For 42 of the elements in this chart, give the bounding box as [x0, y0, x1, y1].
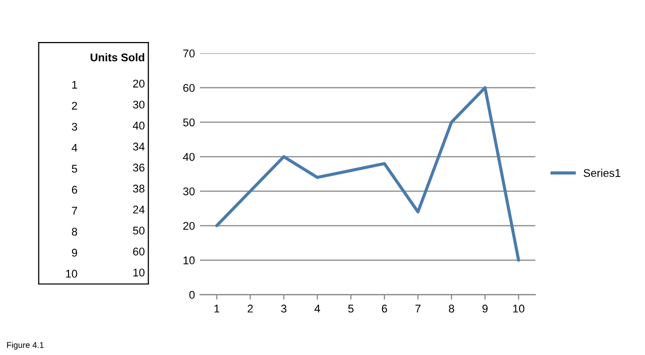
x-tick-label: 7	[415, 304, 420, 312]
caption: Figure 4.1	[7, 342, 44, 350]
y-tick-label: 20	[183, 222, 195, 230]
x-tick-label: 10	[513, 304, 524, 313]
y-tick-label: 5	[72, 164, 78, 173]
line-series	[215, 86, 520, 262]
x-tick-label: 9	[482, 304, 488, 313]
data-label: 20	[133, 80, 144, 88]
y-tick-label: 9	[72, 248, 78, 257]
data-label: 30	[132, 100, 144, 109]
y-tick-label: 10	[184, 256, 195, 264]
y-tick-label: 60	[183, 84, 195, 92]
y-tick-label: 70	[183, 50, 195, 58]
data-label: 60	[133, 248, 144, 256]
y-tick-label: 3	[72, 122, 78, 131]
y-tick-label: 40	[182, 152, 195, 161]
y-tick-label: 6	[72, 186, 78, 194]
y-tick-label: 2	[72, 102, 78, 110]
data-label: 50	[133, 226, 144, 235]
y-tick-label: 0	[189, 290, 195, 299]
y-tick-label: 1	[72, 80, 78, 89]
data-label: 34	[132, 142, 145, 151]
x-tick-label: 4	[314, 304, 320, 312]
x-tick-label: 3	[281, 304, 286, 313]
data-label: 40	[132, 122, 144, 130]
legend-label: Series1	[584, 168, 620, 177]
x-tick-label: 2	[248, 304, 253, 312]
x-tick-label: 5	[348, 304, 354, 313]
x-tick-label: 8	[448, 304, 454, 313]
data-label: 38	[132, 184, 144, 193]
y-tick-label: 4	[72, 144, 78, 152]
data-label: 24	[133, 206, 145, 214]
x-tick-label: 6	[382, 304, 388, 313]
y-tick-label: 7	[72, 206, 78, 215]
y-tick-label: 8	[72, 228, 78, 236]
y-tick-label: 10	[66, 270, 78, 278]
y-tick-label: 50	[183, 118, 195, 126]
x-tick-label: 1	[214, 304, 220, 312]
data-label: 10	[133, 268, 144, 276]
x-tick-label: Units Sold	[90, 53, 144, 62]
y-tick-label: 30	[183, 187, 195, 196]
data-label: 36	[132, 164, 144, 172]
